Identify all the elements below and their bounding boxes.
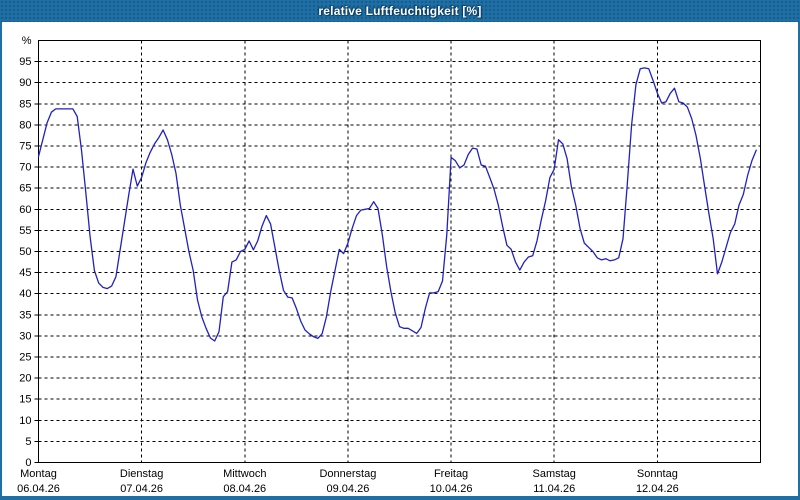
y-axis-label: 60	[19, 204, 31, 216]
y-axis-label: 70	[19, 162, 31, 174]
y-axis-label: 30	[19, 330, 31, 342]
y-axis-label: 25	[19, 352, 31, 364]
x-axis-day-label: Dienstag	[120, 468, 163, 480]
x-axis-day-label: Freitag	[434, 468, 468, 480]
x-axis-day-label: Montag	[20, 468, 57, 480]
y-axis-label: 0	[25, 457, 31, 469]
x-axis-date-label: 11.04.26	[533, 483, 575, 495]
y-axis-unit-label: %	[22, 35, 32, 47]
window-title: relative Luftfeuchtigkeit [%]	[318, 4, 482, 18]
y-axis-label: 95	[19, 56, 31, 68]
humidity-line	[37, 67, 757, 342]
y-axis-label: 55	[19, 225, 31, 237]
y-axis-label: 50	[19, 246, 31, 258]
y-axis-label: 80	[19, 119, 31, 131]
x-axis-day-label: Mittwoch	[223, 468, 266, 480]
y-axis-label: 90	[19, 77, 31, 89]
chart-area	[2, 22, 798, 496]
x-axis-date-label: 08.04.26	[223, 483, 266, 495]
y-axis-label: 75	[19, 141, 31, 153]
x-axis-date-label: 12.04.26	[636, 483, 679, 495]
y-axis-label: 15	[19, 394, 31, 406]
y-axis-label: 65	[19, 183, 31, 195]
x-axis-date-label: 07.04.26	[120, 483, 163, 495]
x-axis-day-label: Sonntag	[637, 468, 678, 480]
y-axis-label: 35	[19, 309, 31, 321]
y-axis-label: 10	[19, 415, 31, 427]
x-axis-date-label: 06.04.26	[17, 483, 60, 495]
x-axis-date-label: 09.04.26	[327, 483, 370, 495]
y-axis-label: 20	[19, 373, 31, 385]
x-axis-date-label: 10.04.26	[430, 483, 473, 495]
x-axis-day-label: Donnerstag	[319, 468, 376, 480]
x-axis-day-label: Samstag	[533, 468, 576, 480]
y-axis-label: 45	[19, 267, 31, 279]
y-axis-label: 5	[25, 436, 31, 448]
plot-border	[38, 40, 761, 463]
title-bar[interactable]: relative Luftfeuchtigkeit [%]	[0, 0, 800, 22]
y-axis-label: 40	[19, 288, 31, 300]
y-axis-label: 85	[19, 98, 31, 110]
